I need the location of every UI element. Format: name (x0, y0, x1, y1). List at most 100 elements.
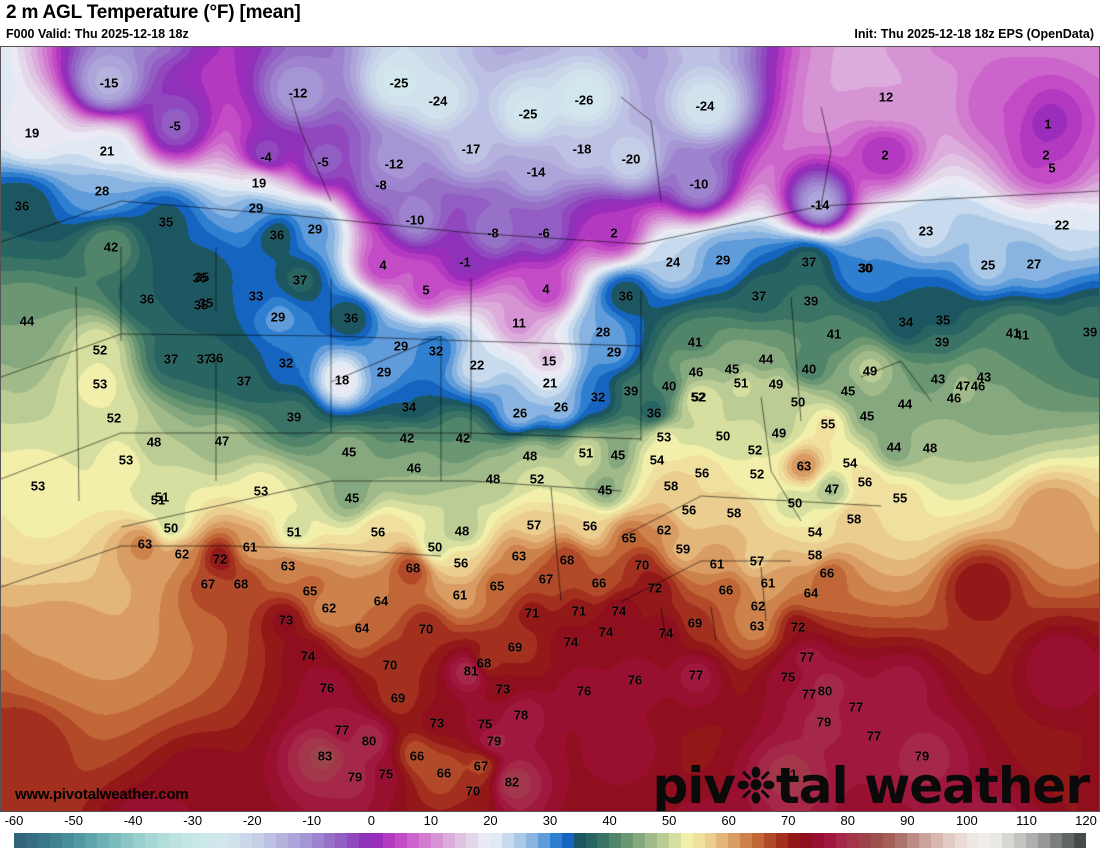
colorbar-swatch (133, 833, 145, 848)
colorbar-swatch (144, 833, 157, 848)
colorbar-swatch (1073, 833, 1086, 848)
colorbar-swatch (371, 833, 384, 848)
colorbar-swatch (311, 833, 324, 848)
colorbar-swatch (442, 833, 455, 848)
colorbar-swatch (406, 833, 419, 848)
colorbar-swatch (335, 833, 348, 848)
colorbar-swatch (97, 833, 110, 848)
colorbar-swatch (180, 833, 193, 848)
title-text: 2 m AGL Temperature (°F) [mean] (6, 2, 301, 23)
colorbar-swatch (275, 833, 288, 848)
temperature-map[interactable]: -15 -12 -25 -24 -25 -26 -24 12 19 -5 -5 -17 -18 -20 21… (0, 46, 1100, 812)
colorbar-swatch (573, 833, 586, 848)
colorbar-swatch (906, 833, 919, 848)
colorbar-swatch (156, 833, 169, 848)
colorbar-swatch (347, 833, 360, 848)
colorbar-tick-80: 80 (840, 813, 855, 828)
colorbar-tick--50: -50 (64, 813, 83, 828)
colorbar-tick--30: -30 (183, 813, 203, 828)
colorbar-swatch (942, 833, 955, 848)
colorbar-swatch (561, 833, 574, 848)
colorbar-swatch (990, 833, 1003, 848)
colorbar-tick--10: -10 (302, 813, 322, 828)
colorbar-swatch (383, 833, 395, 848)
colorbar-tick-20: 20 (483, 813, 498, 828)
header-bar: 2 m AGL Temperature (°F) [mean] F000 Val… (0, 0, 1100, 46)
colorbar-swatch (418, 833, 431, 848)
colorbar-swatch (478, 833, 491, 848)
colorbar-swatch (454, 833, 467, 848)
colorbar-swatch (764, 833, 776, 848)
colorbar-swatch (692, 833, 705, 848)
colorbar-swatch (823, 833, 836, 848)
colorbar-swatch (49, 833, 62, 848)
colorbar-swatch (1049, 833, 1062, 848)
colorbar-tick-10: 10 (423, 813, 439, 828)
colorbar-swatch (680, 833, 693, 848)
valid-time-label: F000 Valid: Thu 2025-12-18 18z (6, 27, 189, 41)
colorbar-swatch (978, 833, 991, 848)
colorbar-swatch (168, 833, 181, 848)
colorbar-swatch (704, 833, 717, 848)
colorbar-swatch (395, 833, 407, 848)
page-title: 2 m AGL Temperature (°F) [mean] (6, 2, 301, 24)
colorbar-tick--40: -40 (123, 813, 143, 828)
colorbar-swatch (656, 833, 669, 848)
colorbar-swatch (799, 833, 812, 848)
colorbar-swatch (252, 833, 265, 848)
colorbar-swatch (787, 833, 800, 848)
colorbar-swatch (1061, 833, 1074, 848)
colorbar-tick-60: 60 (721, 813, 736, 828)
colorbar-swatch (537, 833, 550, 848)
colorbar-swatch (811, 833, 824, 848)
colorbar-swatch (776, 833, 788, 848)
colorbar-swatch (621, 833, 634, 848)
colorbar-swatch (204, 833, 217, 848)
colorbar-swatch (323, 833, 336, 848)
colorbar-swatch (859, 833, 872, 848)
colorbar-swatch (895, 833, 907, 848)
map-raster (1, 47, 1099, 811)
colorbar-swatch (1002, 833, 1015, 848)
colorbar: -60 -50 -40 -30 -20 -10 0 10 20 30 40 50 60 70 80 90 100… (0, 812, 1100, 850)
colorbar-tick-120: 120 (1075, 813, 1097, 828)
colorbar-swatch (525, 833, 538, 848)
colorbar-swatch (109, 833, 122, 848)
colorbar-swatch (597, 833, 610, 848)
colorbar-swatch (716, 833, 729, 848)
colorbar-swatch (835, 833, 848, 848)
colorbar-tick--60: -60 (4, 813, 24, 828)
colorbar-swatch (609, 833, 622, 848)
colorbar-swatch (502, 833, 515, 848)
colorbar-swatch (430, 833, 443, 848)
colorbar-swatch (930, 833, 943, 848)
colorbar-tick-100: 100 (956, 813, 978, 828)
pivotal-weather-watermark: piv❉tal weather (652, 757, 1090, 812)
colorbar-swatch (73, 833, 86, 848)
colorbar-swatch (299, 833, 312, 848)
colorbar-swatches (14, 833, 1086, 848)
colorbar-swatch (1014, 833, 1027, 848)
colorbar-tick-0: 0 (367, 813, 375, 828)
colorbar-swatch (668, 833, 681, 848)
colorbar-tick-50: 50 (661, 813, 677, 828)
colorbar-swatch (633, 833, 646, 848)
colorbar-swatch (216, 833, 229, 848)
site-url-text: www.pivotalweather.com (15, 786, 189, 803)
colorbar-tick-40: 40 (602, 813, 617, 828)
colorbar-swatch (585, 833, 598, 848)
colorbar-swatch (514, 833, 526, 848)
colorbar-tick-70: 70 (780, 813, 796, 828)
gear-icon: ❉ (734, 757, 777, 812)
colorbar-swatch (287, 833, 300, 848)
colorbar-swatch (966, 833, 979, 848)
colorbar-swatch (466, 833, 479, 848)
colorbar-swatch (25, 833, 38, 848)
watermark-text-part2: tal weather (775, 757, 1090, 812)
colorbar-swatch (918, 833, 931, 848)
colorbar-swatch (871, 833, 884, 848)
colorbar-swatch (490, 833, 503, 848)
colorbar-swatch (85, 833, 98, 848)
colorbar-tick-labels: -60 -50 -40 -30 -20 -10 0 10 20 30 40 50 60 70 80 90 100… (0, 812, 1100, 832)
colorbar-swatch (883, 833, 896, 848)
